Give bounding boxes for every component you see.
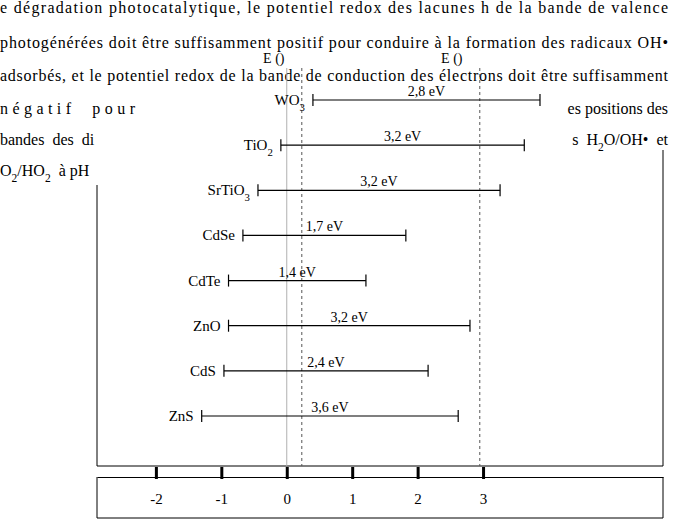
material-label: ZnS: [169, 408, 194, 424]
tick: 1: [349, 467, 357, 507]
paragraph-line: photogénérées doit être suffisamment pos…: [0, 34, 668, 52]
reference-line: [479, 68, 480, 466]
range-cap-high: [524, 139, 525, 151]
range-cap-high: [469, 320, 470, 332]
range-cap-low: [201, 410, 202, 422]
paragraph-line: bandes des di: [0, 131, 95, 148]
paragraph-line: es positions des: [568, 100, 668, 118]
gap-label: 2,8 eV: [408, 84, 445, 99]
tick: -1: [216, 467, 229, 507]
tick-mark: [286, 467, 289, 479]
range-bar: [229, 280, 366, 281]
chart-frame: [97, 150, 663, 466]
paragraph-line: négatif pour: [0, 100, 136, 118]
tick: 2: [414, 467, 422, 507]
gap-label: 1,4 eV: [279, 265, 316, 280]
x-axis: -2 -1 0 1 2 3: [98, 467, 664, 507]
text-run: TiO: [244, 137, 268, 153]
text-run: CdS: [190, 363, 216, 379]
range-cap-high: [405, 229, 406, 241]
tick-mark: [155, 467, 158, 479]
range-cap-low: [242, 229, 243, 241]
gap-label: 3,2 eV: [384, 129, 421, 144]
tick-label: -1: [216, 491, 229, 507]
document-text: e dégradation photocatalytique, le poten…: [0, 0, 669, 184]
tick-label: -2: [150, 491, 163, 507]
range-bar: [313, 99, 540, 100]
tick-mark: [220, 467, 223, 479]
range-bar: [229, 325, 470, 326]
range-cap-low: [312, 94, 313, 106]
gap-label: 3,2 eV: [331, 310, 368, 325]
text-run: CdSe: [202, 227, 235, 243]
text-run: SrTiO: [208, 182, 245, 198]
tick-label: 1: [349, 491, 357, 507]
text-run: ZnO: [193, 318, 221, 334]
text-run: WO: [275, 92, 300, 108]
text-run: O/OH• et: [604, 131, 669, 148]
material-label: WO3: [275, 92, 305, 113]
tick: 3: [480, 467, 488, 507]
range-bar: [258, 190, 500, 191]
material-label: SrTiO3: [208, 182, 250, 203]
material-label: CdS: [190, 363, 216, 379]
material-label: ZnO: [193, 318, 221, 334]
plot-area: [202, 68, 540, 466]
gap-label: 3,2 eV: [360, 174, 397, 189]
paragraph-line: adsorbés, et le potentiel redox de la ba…: [0, 67, 669, 85]
text-run: O: [0, 162, 12, 179]
range-cap-low: [223, 365, 224, 377]
chart-texts: WO32,8 eVTiO23,2 eVSrTiO33,2 eVCdSe1,7 e…: [169, 51, 463, 424]
material-label: CdSe: [202, 227, 235, 243]
range-cap-high: [539, 94, 540, 106]
paragraph-line: e dégradation photocatalytique, le poten…: [0, 0, 668, 17]
text-run: CdTe: [188, 273, 221, 289]
tick-mark: [417, 467, 420, 479]
range-cap-low: [228, 275, 229, 287]
text-run: 3: [245, 191, 250, 203]
reference-label: E (): [441, 51, 463, 67]
tick-label: 3: [480, 491, 488, 507]
gap-label: 3,6 eV: [311, 400, 348, 415]
material-label: CdTe: [188, 273, 221, 289]
range-cap-high: [365, 275, 366, 287]
page: e dégradation photocatalytique, le poten…: [0, 0, 674, 522]
axis-box: [97, 477, 663, 518]
text-run: /HO: [17, 162, 45, 179]
tick: 0: [284, 467, 292, 507]
range-cap-low: [228, 320, 229, 332]
text-run: 2: [267, 146, 272, 158]
tick: -2: [150, 467, 163, 507]
range-bar: [281, 145, 524, 146]
gap-label: 1,7 eV: [306, 219, 343, 234]
text-run: 3: [300, 101, 305, 113]
range-cap-high: [499, 184, 500, 196]
paragraph-line: s H2O/OH• et: [572, 131, 668, 153]
range-cap-low: [280, 139, 281, 151]
tick-label: 0: [284, 491, 292, 507]
paragraph-line: O2/HO2 à pH: [0, 162, 90, 184]
text-run: à pH: [51, 162, 90, 180]
tick-mark: [482, 467, 485, 479]
background: [0, 0, 674, 522]
axis-line: [98, 477, 664, 478]
range-cap-high: [458, 410, 459, 422]
reference-label: E (): [263, 51, 285, 67]
gap-label: 2,4 eV: [307, 355, 344, 370]
tick-label: 2: [414, 491, 422, 507]
text-run: s H: [572, 131, 598, 148]
range-bar: [243, 235, 406, 236]
material-label: TiO2: [244, 137, 273, 158]
range-bar: [224, 370, 428, 371]
range-cap-low: [257, 184, 258, 196]
text-run: ZnS: [169, 408, 194, 424]
range-cap-high: [427, 365, 428, 377]
range-bar: [202, 415, 458, 416]
tick-mark: [351, 467, 354, 479]
